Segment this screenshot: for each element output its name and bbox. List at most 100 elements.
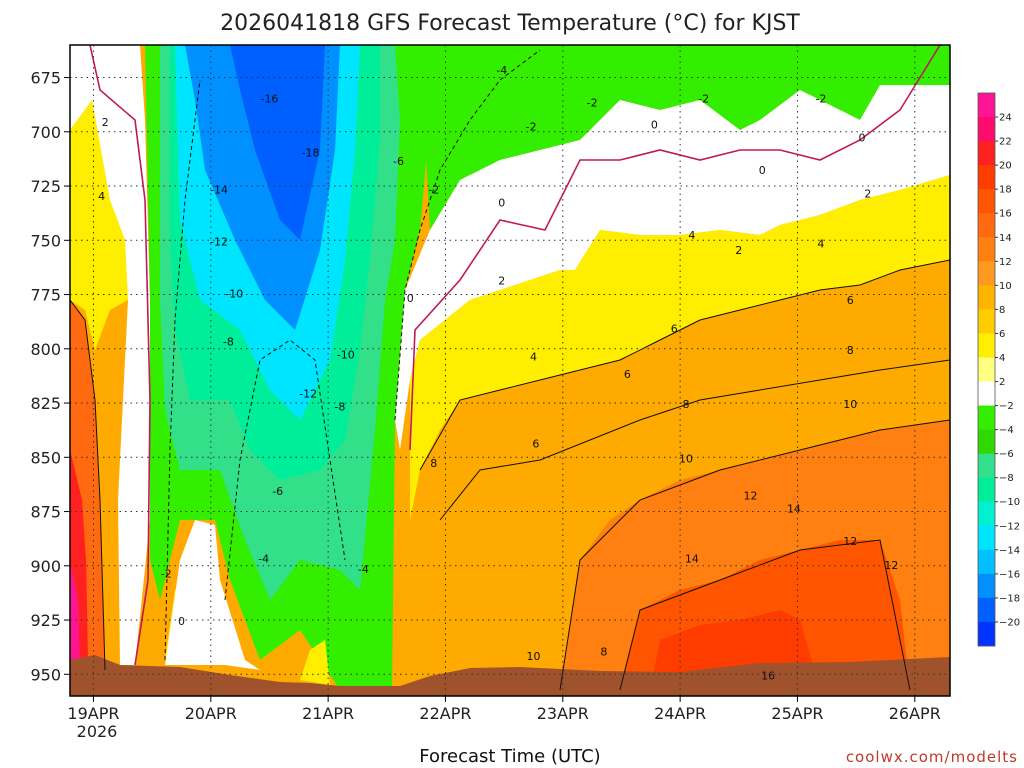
- contour-label: -6: [272, 485, 283, 498]
- y-tick-label: 750: [30, 231, 61, 250]
- contour-labels: 2 4 -16 -18 -14 -12 -10 -8 -10 -12 -8 -6 -4 -4 -2 0 -6 -4…: [98, 64, 898, 682]
- contour-label: 10: [843, 398, 857, 411]
- green-band-right: [420, 45, 950, 230]
- colorbar: 24 22 20 18 16 14 12 10 8 6 4 2 −2 −4 −6 −8 −10 −12 −14 −16…: [977, 92, 1020, 647]
- white-lobe: [165, 520, 260, 670]
- colorbar-swatch: [978, 93, 995, 118]
- contour-label: 8: [430, 457, 437, 470]
- contour-label: 12: [744, 489, 758, 502]
- y-tick-label: 875: [30, 503, 61, 522]
- colorbar-swatch: [978, 333, 995, 358]
- contour-label: 0: [651, 118, 658, 131]
- colorbar-label: 8: [999, 305, 1005, 316]
- contour-label: 6: [624, 368, 631, 381]
- colorbar-swatch: [978, 285, 995, 310]
- colorbar-swatch: [978, 117, 995, 142]
- colorbar-label: 6: [999, 329, 1005, 340]
- yellow-band-left: [70, 100, 128, 350]
- contour-label: 4: [688, 229, 695, 242]
- dashed-contour-a: [164, 79, 201, 661]
- colorbar-label: −18: [999, 593, 1020, 604]
- colorbar-label: 20: [999, 161, 1012, 172]
- colorbar-label: 14: [999, 233, 1012, 244]
- colorbar-label: 10: [999, 281, 1012, 292]
- colorbar-label: −6: [999, 449, 1014, 460]
- contour-label: 2: [498, 275, 505, 288]
- contour-label: -8: [334, 400, 345, 413]
- cold-region-blue: [230, 45, 325, 240]
- y-tick-label: 900: [30, 557, 61, 576]
- colorbar-label: −2: [999, 401, 1014, 412]
- temperature-field: [70, 45, 950, 696]
- contour-label: -18: [302, 147, 320, 160]
- colorbar-label: 2: [999, 377, 1005, 388]
- x-tick-label: 24APR: [654, 704, 706, 723]
- yellow-band-right: [410, 175, 950, 520]
- contour-label: 6: [847, 294, 854, 307]
- y-tick-label: 925: [30, 611, 61, 630]
- contour-label: 10: [679, 452, 693, 465]
- contour-label: -8: [223, 335, 234, 348]
- contour-label: -2: [815, 92, 826, 105]
- contour-label: 6: [671, 322, 678, 335]
- zero-contour-left: [89, 45, 151, 666]
- dashed-contour-b: [224, 339, 346, 601]
- y-tick-label: 675: [30, 69, 61, 88]
- contour-label: 2: [102, 116, 109, 129]
- contour-label: -4: [496, 64, 507, 77]
- contour-label: -12: [299, 387, 317, 400]
- colorbar-swatch: [978, 381, 995, 406]
- colorbar-swatch: [978, 477, 995, 503]
- contour-label: 0: [407, 292, 414, 305]
- colorbar-frame: [977, 92, 996, 647]
- contour-label: 0: [859, 131, 866, 144]
- dashed-contour-c: [394, 49, 541, 421]
- colorbar-label: 18: [999, 185, 1012, 196]
- solid-contour-a: [419, 259, 950, 471]
- credit-link[interactable]: coolwx.com/modelts: [846, 748, 1018, 766]
- yellow-lobe-b: [300, 640, 330, 685]
- y-tick-label: 775: [30, 286, 61, 305]
- colorbar-label: 22: [999, 137, 1012, 148]
- chart-title: 2026041818 GFS Forecast Temperature (°C)…: [220, 11, 800, 36]
- contour-label: -2: [161, 567, 172, 580]
- contour-label: -6: [393, 155, 404, 168]
- contour-label: 8: [600, 646, 607, 659]
- colorbar-label: −16: [999, 569, 1020, 580]
- x-tick-label: 22APR: [419, 704, 471, 723]
- zero-band-left: [70, 45, 150, 665]
- colorbar-label: −10: [999, 497, 1020, 508]
- solid-contour-c: [559, 419, 950, 691]
- colorbar-swatch: [978, 309, 995, 334]
- colorbar-swatch: [978, 405, 995, 431]
- contour-label: 14: [685, 552, 699, 565]
- contour-label: 8: [847, 344, 854, 357]
- y-tick-label: 700: [30, 123, 61, 142]
- solid-contour-e: [70, 299, 106, 671]
- x-tick-label: 19APR: [67, 704, 119, 723]
- contour-label: -2: [428, 183, 439, 196]
- contour-label: 12: [843, 535, 857, 548]
- contour-label: 2: [864, 188, 871, 201]
- contour-label: 6: [532, 437, 539, 450]
- colorbar-label: −8: [999, 473, 1014, 484]
- colorbar-swatch: [978, 549, 995, 575]
- colorbar-label: 16: [999, 209, 1012, 220]
- y-tick-label: 825: [30, 394, 61, 413]
- x-axis-year: 2026: [77, 722, 118, 741]
- contour-label: -12: [210, 235, 228, 248]
- colorbar-swatch: [978, 261, 995, 286]
- colorbar-label: −14: [999, 545, 1020, 556]
- colorbar-swatch: [978, 453, 995, 479]
- contour-label: -10: [225, 288, 243, 301]
- contour-label: 4: [98, 190, 105, 203]
- x-tick-label: 21APR: [302, 704, 354, 723]
- colorbar-swatch: [978, 429, 995, 455]
- y-tick-label: 800: [30, 340, 61, 359]
- contour-label: 0: [759, 164, 766, 177]
- contour-label: -10: [337, 348, 355, 361]
- very-hot-core-left: [70, 560, 80, 680]
- y-tick-label: 850: [30, 448, 61, 467]
- solid-contour-d: [619, 539, 911, 691]
